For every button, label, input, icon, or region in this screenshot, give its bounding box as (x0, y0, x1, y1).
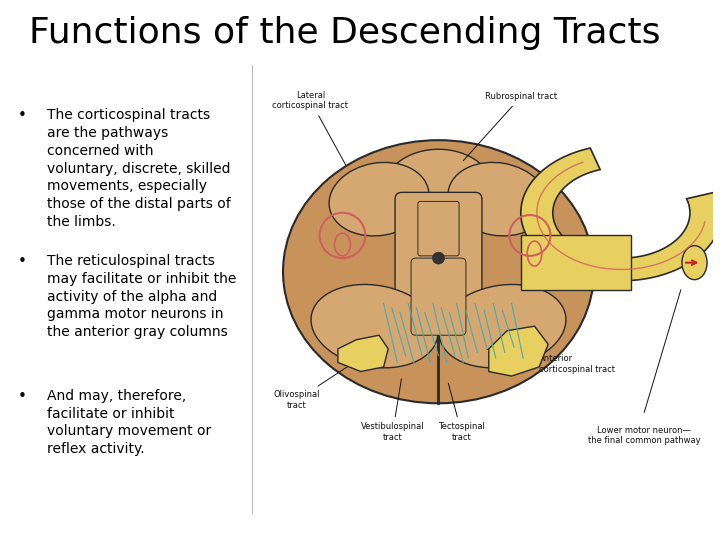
FancyBboxPatch shape (395, 192, 482, 306)
Text: •: • (18, 108, 27, 123)
FancyBboxPatch shape (521, 235, 631, 290)
Text: Rubrospinal tract: Rubrospinal tract (463, 92, 557, 161)
Text: Tectospinal
tract: Tectospinal tract (438, 383, 485, 442)
Ellipse shape (682, 246, 707, 280)
Polygon shape (521, 148, 720, 281)
Ellipse shape (283, 140, 594, 403)
Ellipse shape (311, 285, 438, 368)
Text: •: • (18, 254, 27, 269)
Ellipse shape (439, 285, 566, 368)
Ellipse shape (329, 163, 429, 236)
Text: The corticospinal tracts
are the pathways
concerned with
voluntary, discrete, sk: The corticospinal tracts are the pathway… (47, 108, 230, 229)
Text: Anterior
corticospinal tract: Anterior corticospinal tract (487, 349, 615, 374)
Polygon shape (489, 326, 548, 376)
Text: Olivospinal
tract: Olivospinal tract (274, 360, 359, 410)
Text: And may, therefore,
facilitate or inhibit
voluntary movement or
reflex activity.: And may, therefore, facilitate or inhibi… (47, 389, 211, 456)
Polygon shape (338, 335, 388, 372)
Text: Lateral
corticospinal tract: Lateral corticospinal tract (272, 91, 348, 165)
Text: •: • (18, 389, 27, 404)
Ellipse shape (384, 149, 493, 231)
FancyBboxPatch shape (418, 201, 459, 256)
Text: Functions of the Descending Tracts: Functions of the Descending Tracts (29, 16, 660, 50)
Circle shape (433, 252, 444, 264)
Text: The reticulospinal tracts
may facilitate or inhibit the
activity of the alpha an: The reticulospinal tracts may facilitate… (47, 254, 236, 339)
Text: Lower motor neuron—
the final common pathway: Lower motor neuron— the final common pat… (588, 426, 701, 445)
Text: Vestibulospinal
tract: Vestibulospinal tract (361, 379, 425, 442)
Ellipse shape (448, 163, 548, 236)
FancyBboxPatch shape (411, 258, 466, 335)
